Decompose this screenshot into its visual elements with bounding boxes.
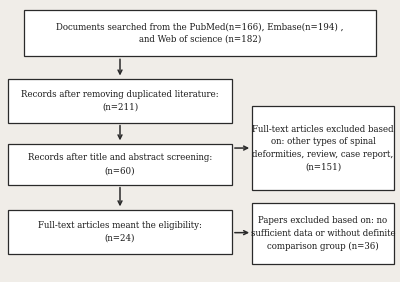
Text: Papers excluded based on: no: Papers excluded based on: no (258, 216, 388, 225)
FancyBboxPatch shape (252, 203, 394, 264)
FancyBboxPatch shape (8, 210, 232, 254)
Text: Records after title and abstract screening:: Records after title and abstract screeni… (28, 153, 212, 162)
Text: (n=211): (n=211) (102, 103, 138, 112)
FancyBboxPatch shape (8, 144, 232, 185)
FancyBboxPatch shape (252, 106, 394, 190)
Text: (n=151): (n=151) (305, 163, 341, 171)
Text: comparison group (n=36): comparison group (n=36) (267, 241, 379, 251)
Text: deformities, review, case report,: deformities, review, case report, (252, 150, 394, 159)
Text: and Web of science (n=182): and Web of science (n=182) (139, 35, 261, 44)
FancyBboxPatch shape (24, 10, 376, 56)
Text: Full-text articles meant the eligibility:: Full-text articles meant the eligibility… (38, 221, 202, 230)
Text: sufficient data or without definite: sufficient data or without definite (251, 229, 395, 238)
Text: (n=24): (n=24) (105, 234, 135, 243)
Text: (n=60): (n=60) (105, 166, 135, 175)
Text: Full-text articles excluded based: Full-text articles excluded based (252, 125, 394, 133)
Text: on: other types of spinal: on: other types of spinal (270, 137, 376, 146)
Text: Documents searched from the PubMed(n=166), Embase(n=194) ,: Documents searched from the PubMed(n=166… (56, 22, 344, 31)
FancyBboxPatch shape (8, 79, 232, 123)
Text: Records after removing duplicated literature:: Records after removing duplicated litera… (21, 90, 219, 99)
